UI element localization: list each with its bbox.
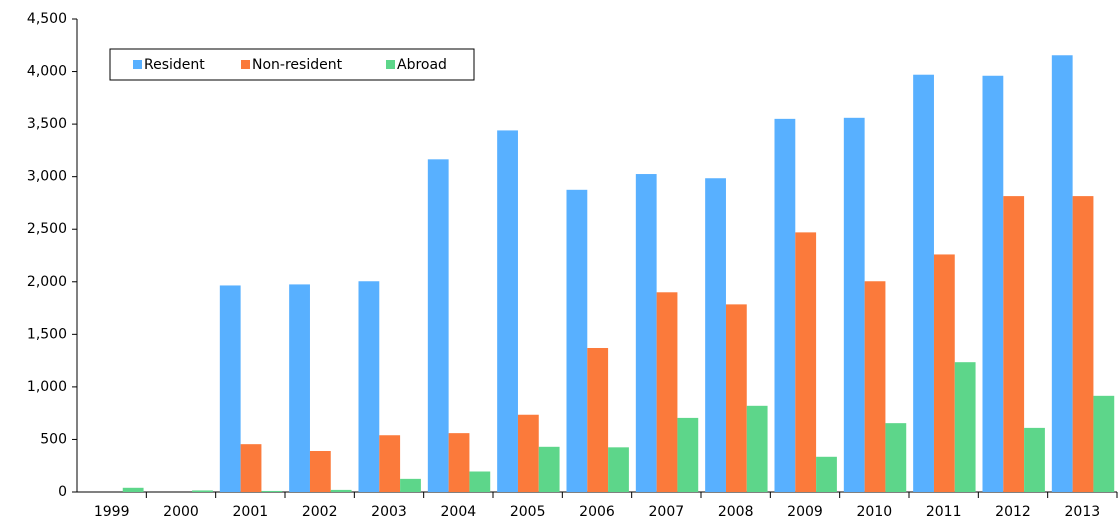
- bar: [816, 456, 837, 492]
- y-tick-label: 3,000: [27, 169, 67, 185]
- x-tick-label: 2011: [926, 504, 962, 520]
- x-tick-label: 2012: [995, 504, 1031, 520]
- x-tick-label: 2008: [718, 504, 754, 520]
- bar: [427, 159, 449, 492]
- y-tick-label: 1,000: [27, 379, 67, 395]
- bar: [774, 118, 796, 492]
- x-tick-label: 2000: [163, 504, 199, 520]
- bar: [1024, 427, 1045, 492]
- bar: [1051, 55, 1073, 492]
- bar: [538, 446, 560, 492]
- bar: [913, 74, 934, 492]
- x-tick-label: 2005: [510, 504, 546, 520]
- y-tick-label: 3,500: [27, 116, 67, 132]
- y-tick-label: 0: [58, 484, 67, 500]
- y-tick-label: 2,000: [27, 274, 67, 290]
- x-tick-label: 2009: [787, 504, 823, 520]
- bar: [656, 292, 678, 492]
- x-tick-label: 2002: [302, 504, 338, 520]
- bar: [795, 232, 817, 492]
- x-tick-label: 2013: [1065, 504, 1101, 520]
- bar: [864, 281, 886, 492]
- bar: [219, 285, 241, 492]
- x-tick-label: 2001: [233, 504, 269, 520]
- bar: [566, 189, 588, 493]
- bar: [1072, 196, 1094, 492]
- bar: [330, 489, 352, 492]
- bar: [358, 281, 380, 492]
- y-tick-label: 500: [40, 431, 67, 447]
- bar: [400, 478, 421, 492]
- bar: [469, 471, 491, 492]
- x-tick-label: 2007: [649, 504, 685, 520]
- legend-label: Abroad: [397, 57, 447, 73]
- bar: [982, 75, 1004, 492]
- bar: [122, 487, 144, 492]
- bar: [289, 284, 310, 492]
- bar: [448, 433, 470, 492]
- bar: [261, 490, 283, 492]
- legend-swatch: [133, 60, 142, 69]
- bar: [309, 451, 331, 492]
- y-tick-label: 2,500: [27, 221, 67, 237]
- legend-box: [109, 48, 475, 81]
- x-tick-label: 2006: [579, 504, 615, 520]
- bar: [725, 304, 747, 492]
- bar: [1093, 395, 1115, 492]
- bar: [517, 414, 539, 492]
- x-tick-label: 2003: [371, 504, 407, 520]
- x-tick-label: 2010: [857, 504, 893, 520]
- bar: [1003, 196, 1025, 492]
- x-tick-label: 1999: [94, 504, 130, 520]
- y-tick-label: 1,500: [27, 326, 67, 342]
- bar: [379, 435, 401, 492]
- y-tick-label: 4,500: [27, 11, 67, 27]
- x-tick-label: 2004: [441, 504, 477, 520]
- bar: [954, 362, 976, 492]
- bar: [497, 130, 518, 492]
- legend-swatch: [386, 60, 395, 69]
- y-tick-label: 4,000: [27, 64, 67, 80]
- bar: [587, 347, 609, 492]
- bar: [933, 254, 955, 492]
- bar: [843, 117, 865, 492]
- legend-swatch: [241, 60, 250, 69]
- bar: [677, 417, 699, 492]
- bar: [192, 490, 213, 492]
- bar: [705, 178, 726, 492]
- bar: [746, 405, 768, 492]
- bar: [240, 444, 262, 492]
- legend-label: Non-resident: [252, 57, 343, 73]
- bar: [608, 447, 629, 492]
- bar: [885, 423, 907, 492]
- bar: [635, 174, 657, 493]
- legend-label: Resident: [144, 57, 205, 73]
